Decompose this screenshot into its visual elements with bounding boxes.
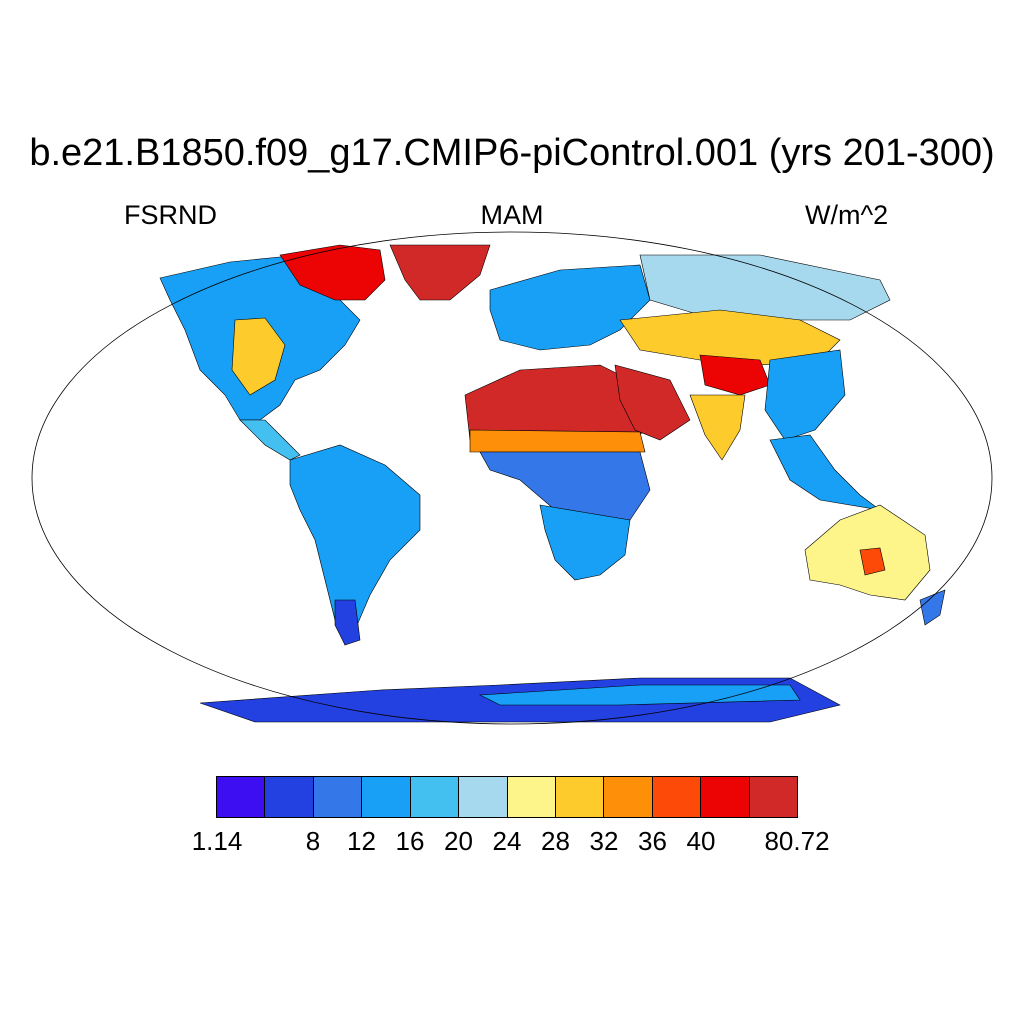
colorbar-tick-label: 28 [541,826,570,856]
colorbar-box [265,777,314,817]
colorbar-tick-labels: 1.14 8 12 16 20 24 28 32 36 40 80.72 [0,826,1024,866]
greenland-region [389,244,491,301]
australia-interior-region [859,547,886,576]
new-zealand-region [919,589,946,626]
colorbar-tick-label: 20 [444,826,473,856]
arabia-region [614,364,691,441]
colorbar-box [362,777,411,817]
patagonia-region [334,599,361,646]
colorbar-box [652,777,702,817]
central-america-region [239,419,301,461]
colorbar-box [459,777,508,817]
colorbar-box [410,777,460,817]
europe-region [489,264,651,351]
colorbar-tick-label: 16 [395,826,425,856]
colorbar-tick-label: 12 [347,826,376,856]
colorbar [216,776,798,818]
colorbar-box [313,777,363,817]
season-label: MAM [480,200,544,230]
sahel-region [469,429,646,453]
colorbar-box [507,777,556,817]
land-fill-layer [159,244,946,723]
canada-arctic-region [279,244,386,301]
map-boundary [31,231,993,725]
colorbar-tick-label: 1.14 [191,826,243,856]
units-label: W/m^2 [805,200,889,230]
plot-title: b.e21.B1850.f09_g17.CMIP6-piControl.001 … [29,132,995,174]
colorbar-box [701,777,750,817]
colorbar-box [604,777,653,817]
us-west-region [231,317,286,396]
colorbar-tick-label: 24 [492,826,522,856]
colorbar-box [217,777,266,817]
colorbar-tick-label: 8 [305,826,321,856]
tibet-region [699,354,771,396]
east-asia-region [764,349,846,441]
southeast-asia-region [769,434,881,511]
variable-label: FSRND [124,200,217,230]
colorbar-tick-label: 36 [638,826,667,856]
colorbar-box [555,777,605,817]
siberia-region [639,254,891,321]
colorbar-tick-label: 32 [589,826,619,856]
india-region [689,394,746,461]
colorbar-tick-label: 80.72 [764,826,830,856]
southern-africa-region [539,504,631,581]
colorbar-box [749,777,798,817]
colorbar-tick-label: 40 [686,826,716,856]
